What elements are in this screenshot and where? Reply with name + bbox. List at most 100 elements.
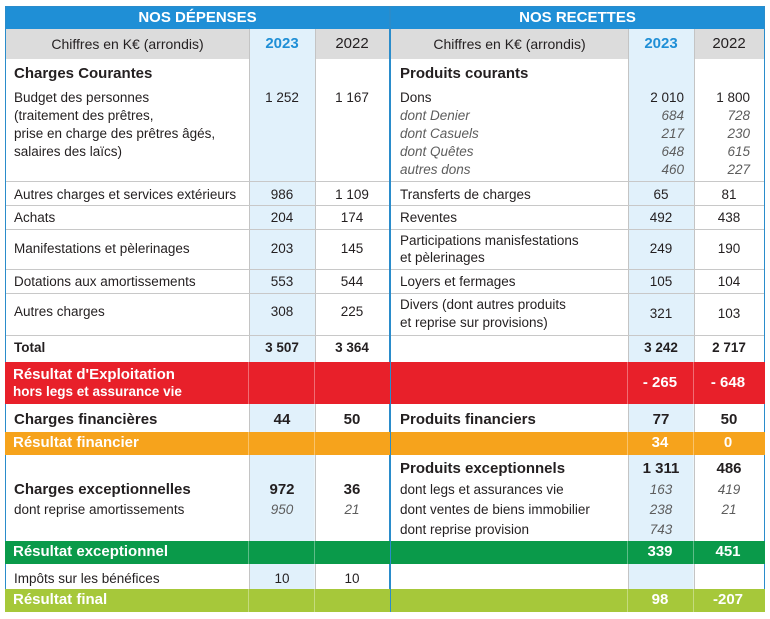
revenues-panel: NOS RECETTES Chiffres en K€ (arrondis) 2…	[390, 6, 765, 612]
value-2023: 1 252	[265, 90, 299, 105]
resultat-exploitation-row: Résultat d'Exploitation hors legs et ass…	[5, 362, 765, 404]
dons-sub-2022: 230	[727, 126, 750, 141]
total-2022: 2 717	[712, 340, 746, 355]
resultat-exploitation-label: Résultat d'Exploitation	[13, 366, 175, 383]
row-label: Autres charges	[14, 304, 105, 319]
row-label: Divers (dont autres produits	[400, 297, 566, 312]
row-label-budget-line2: (traitement des prêtres,	[14, 108, 154, 123]
value-2023: 105	[649, 274, 673, 289]
section-produits-courants: Produits courants	[400, 65, 529, 82]
row-label: Autres charges et services extérieurs	[14, 187, 237, 202]
dons-sub-2023: 684	[661, 108, 684, 123]
total-2022: 3 364	[335, 340, 369, 355]
exc-sub-label: dont reprise provision	[400, 522, 530, 537]
exc-sub-2022: 419	[717, 482, 741, 497]
row-label-line2: et reprise sur provisions)	[400, 315, 548, 330]
financial-table: NOS DÉPENSES Chiffres en K€ (arrondis) 2…	[5, 6, 765, 612]
column-highlight-2023	[628, 29, 694, 612]
dons-sub-label: dont Casuels	[400, 126, 479, 141]
resultat-exceptionnel-label: Résultat exceptionnel	[13, 543, 169, 560]
row-label-budget-line3: prise en charge des prêtres âgés,	[14, 126, 216, 141]
resultat-financier-2022: 0	[723, 434, 733, 451]
dons-2023: 2 010	[650, 90, 684, 105]
dons-sub-2022: 227	[727, 162, 750, 177]
value-2023: 65	[653, 187, 669, 202]
exc-sub-2023: 238	[649, 502, 673, 517]
revenues-header-row	[391, 29, 764, 59]
produits-financiers-2023: 77	[652, 411, 670, 428]
column-header-2023: 2023	[644, 35, 678, 52]
expenses-panel: NOS DÉPENSES Chiffres en K€ (arrondis) 2…	[5, 6, 390, 612]
resultat-final-row: Résultat final 98 -207	[5, 589, 765, 612]
value-2022: 145	[340, 241, 364, 256]
revenues-title: NOS RECETTES	[391, 7, 764, 29]
row-label-budget: Budget des personnes	[14, 90, 150, 105]
value-2022: 190	[717, 241, 741, 256]
row-label: Reventes	[400, 210, 458, 225]
resultat-exploitation-sub: hors legs et assurance vie	[13, 384, 182, 399]
dons-sub-label: dont Quêtes	[400, 144, 474, 159]
row-label: Loyers et fermages	[400, 274, 516, 289]
value-2023: 492	[649, 210, 673, 225]
resultat-exceptionnel-row: Résultat exceptionnel 339 451	[5, 541, 765, 564]
reprise-amortissements-2023: 950	[270, 502, 294, 517]
value-2022: 81	[721, 187, 737, 202]
dons-sub-label: dont Denier	[400, 108, 470, 123]
value-2023: 249	[649, 241, 673, 256]
value-2022: 174	[340, 210, 364, 225]
column-header-2023: 2023	[265, 35, 299, 52]
resultat-financier-2023: 34	[651, 434, 669, 451]
impots-2022: 10	[344, 571, 360, 586]
column-header-label: Chiffres en K€ (arrondis)	[51, 36, 204, 52]
exc-sub-2023: 743	[649, 522, 673, 537]
dons-sub-2023: 460	[661, 162, 684, 177]
dons-label: Dons	[400, 90, 432, 105]
total-2023: 3 507	[265, 340, 299, 355]
produits-financiers-2022: 50	[720, 411, 738, 428]
resultat-exploitation-2023: - 265	[642, 374, 678, 391]
exc-sub-label: dont legs et assurances vie	[400, 482, 564, 497]
value-2022: 104	[717, 274, 741, 289]
reprise-amortissements-2022: 21	[344, 502, 360, 517]
row-label-budget-line4: salaires des laïcs)	[14, 144, 123, 159]
section-charges-courantes: Charges Courantes	[14, 65, 153, 82]
resultat-exploitation-2022: - 648	[710, 374, 746, 391]
resultat-financier-label: Résultat financier	[13, 434, 139, 451]
value-2023: 203	[270, 241, 294, 256]
produits-exceptionnels-label: Produits exceptionnels	[400, 460, 566, 477]
dons-sub-label: autres dons	[400, 162, 471, 177]
value-2023: 321	[649, 306, 673, 321]
row-label: Manifestations et pèlerinages	[14, 241, 190, 256]
resultat-financier-row: Résultat financier 34 0	[5, 432, 765, 455]
expenses-header-row	[6, 29, 389, 59]
produits-exceptionnels-2022: 486	[716, 460, 742, 477]
resultat-exceptionnel-2022: 451	[715, 543, 741, 560]
dons-sub-2023: 217	[661, 126, 684, 141]
value-2023: 308	[270, 304, 294, 319]
reprise-amortissements-label: dont reprise amortissements	[14, 502, 185, 517]
row-label: Dotations aux amortissements	[14, 274, 196, 289]
row-label: Participations manisfestations	[400, 233, 579, 248]
value-2023: 204	[270, 210, 294, 225]
charges-financieres-label: Charges financières	[14, 411, 158, 428]
impots-label: Impôts sur les bénéfices	[14, 571, 160, 586]
row-label: Transferts de charges	[400, 187, 531, 202]
resultat-final-2023: 98	[651, 591, 669, 608]
value-2022: 103	[717, 306, 741, 321]
dons-sub-2022: 615	[727, 144, 750, 159]
row-label: Achats	[14, 210, 56, 225]
total-2023: 3 242	[644, 340, 678, 355]
column-header-2022: 2022	[712, 35, 746, 52]
resultat-final-2022: -207	[712, 591, 744, 608]
dons-sub-2023: 648	[661, 144, 684, 159]
value-2023: 986	[270, 187, 294, 202]
impots-2023: 10	[274, 571, 290, 586]
column-highlight-2023	[249, 29, 315, 612]
exc-sub-label: dont ventes de biens immobilier	[400, 502, 590, 517]
dons-2022: 1 800	[716, 90, 750, 105]
column-header-label: Chiffres en K€ (arrondis)	[433, 36, 586, 52]
charges-exceptionnelles-label: Charges exceptionnelles	[14, 481, 191, 498]
value-2022: 1 167	[335, 90, 369, 105]
exc-sub-2022: 21	[721, 502, 737, 517]
value-2022: 438	[717, 210, 741, 225]
